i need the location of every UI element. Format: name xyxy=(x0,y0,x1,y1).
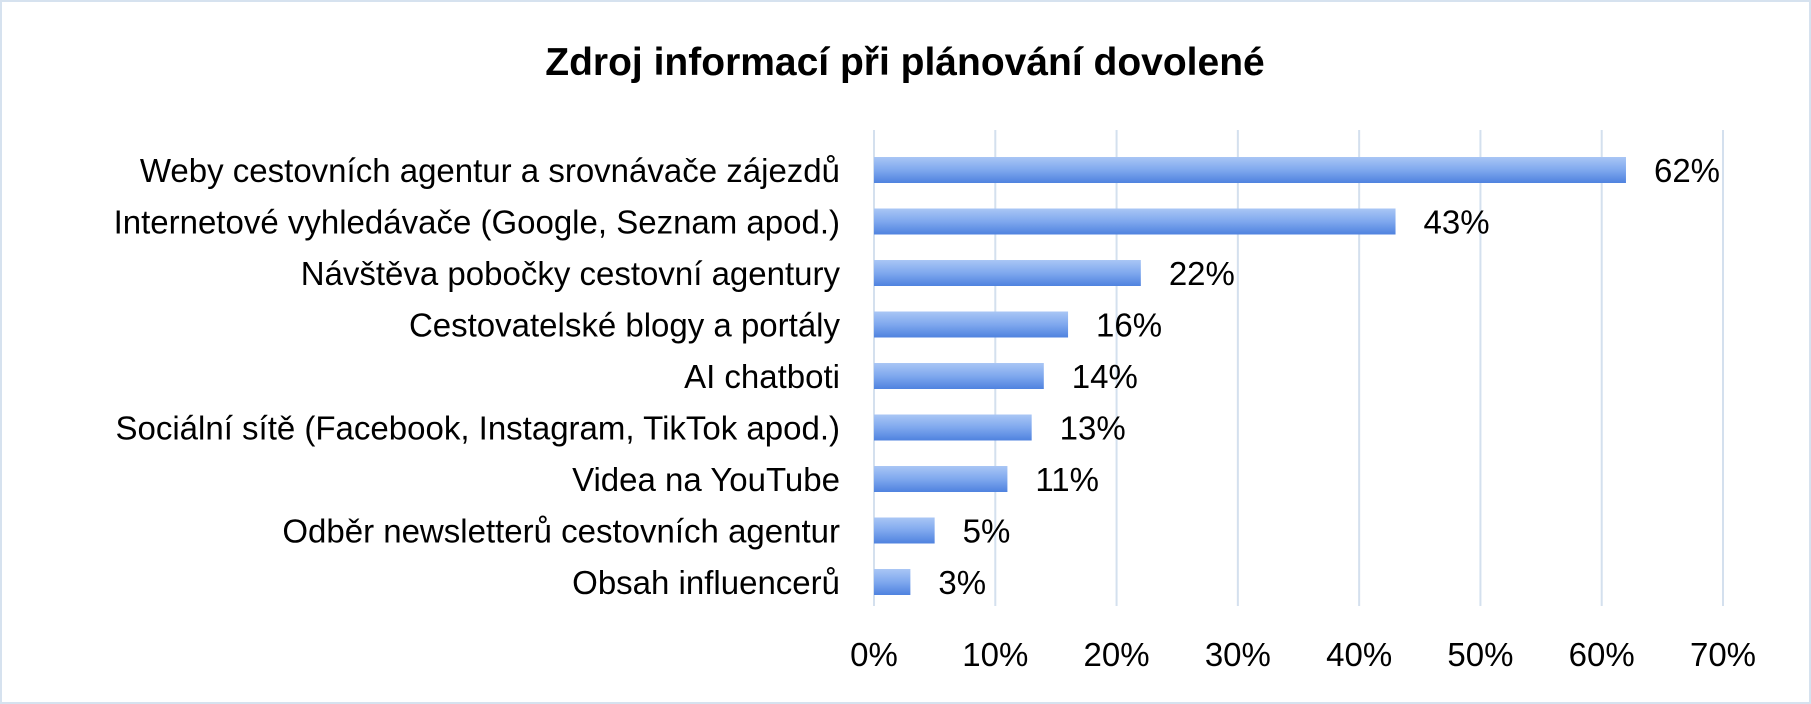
category-label: Cestovatelské blogy a portály xyxy=(409,307,841,344)
bars xyxy=(874,157,1626,595)
category-label: Videa na YouTube xyxy=(572,461,840,498)
category-label: Návštěva pobočky cestovní agentury xyxy=(301,255,841,292)
value-label: 5% xyxy=(963,513,1011,550)
bar xyxy=(874,157,1626,183)
value-label: 14% xyxy=(1072,358,1138,395)
chart-title: Zdroj informací při plánování dovolené xyxy=(545,41,1264,84)
value-label: 3% xyxy=(938,564,986,601)
x-tick-label: 0% xyxy=(850,636,898,673)
bar xyxy=(874,311,1069,338)
x-tick-label: 50% xyxy=(1447,636,1513,673)
x-tick-label: 60% xyxy=(1569,636,1635,673)
category-label: Sociální sítě (Facebook, Instagram, TikT… xyxy=(115,410,840,447)
bar xyxy=(874,414,1032,441)
category-label: Odběr newsletterů cestovních agentur xyxy=(282,513,840,550)
x-axis-tick-labels: 0% 10% 20% 30% 40% 50% 60% 70% xyxy=(850,636,1756,673)
bar xyxy=(874,363,1044,389)
bar xyxy=(874,517,935,544)
category-labels: Weby cestovních agentur a srovnávače záj… xyxy=(114,152,841,601)
value-label: 43% xyxy=(1424,204,1490,241)
x-tick-label: 10% xyxy=(962,636,1028,673)
bar xyxy=(874,569,911,595)
category-label: Internetové vyhledávače (Google, Seznam … xyxy=(114,204,840,241)
value-label: 11% xyxy=(1035,461,1099,498)
value-label: 13% xyxy=(1060,410,1126,447)
x-tick-label: 20% xyxy=(1084,636,1150,673)
value-label: 22% xyxy=(1169,255,1235,292)
value-label: 62% xyxy=(1654,152,1720,189)
x-tick-label: 40% xyxy=(1326,636,1392,673)
value-labels: 62% 43% 22%16% 14% 13% 11% 5% 3% xyxy=(938,152,1720,601)
category-label: Obsah influencerů xyxy=(572,564,840,601)
bar xyxy=(874,208,1396,235)
bar xyxy=(874,466,1008,492)
value-label: 16% xyxy=(1096,307,1162,344)
bar xyxy=(874,260,1141,286)
category-label: Weby cestovních agentur a srovnávače záj… xyxy=(140,152,840,189)
category-label: AI chatboti xyxy=(684,358,840,395)
x-tick-label: 30% xyxy=(1205,636,1271,673)
x-tick-label: 70% xyxy=(1690,636,1756,673)
